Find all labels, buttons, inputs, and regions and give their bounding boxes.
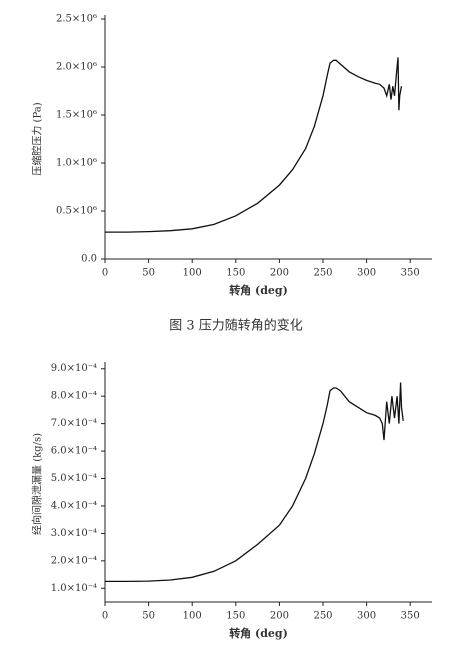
figure-caption: 图 3 压力随转角的变化 bbox=[169, 318, 303, 334]
y-tick-label: 2.0×10⁶ bbox=[56, 62, 97, 73]
x-tick-label: 250 bbox=[313, 611, 332, 622]
y-tick-label: 8.0×10⁻⁴ bbox=[51, 391, 97, 402]
y-axis-label: 经向间隙泄漏量 (kg/s) bbox=[31, 433, 44, 535]
y-tick-label: 1.0×10⁻⁴ bbox=[51, 583, 97, 594]
x-tick-label: 200 bbox=[270, 611, 289, 622]
x-tick-label: 0 bbox=[102, 268, 108, 279]
data-line bbox=[105, 57, 403, 233]
y-tick-label: 0.0 bbox=[81, 254, 97, 265]
x-axis-label: 转角 (deg) bbox=[229, 283, 288, 297]
x-tick-label: 150 bbox=[226, 611, 245, 622]
y-tick-label: 0.5×10⁶ bbox=[56, 206, 97, 217]
x-tick-label: 350 bbox=[401, 268, 420, 279]
x-tick-label: 200 bbox=[270, 268, 289, 279]
x-tick-label: 300 bbox=[357, 268, 376, 279]
x-tick-label: 350 bbox=[401, 611, 420, 622]
y-axis-label: 压缩腔压力 (Pa) bbox=[31, 102, 44, 175]
x-tick-label: 50 bbox=[142, 268, 155, 279]
x-tick-label: 100 bbox=[183, 611, 202, 622]
x-tick-label: 100 bbox=[183, 268, 202, 279]
y-tick-label: 1.5×10⁶ bbox=[56, 110, 97, 121]
x-tick-label: 250 bbox=[313, 268, 332, 279]
x-axis-label: 转角 (deg) bbox=[229, 626, 288, 640]
x-tick-label: 0 bbox=[102, 611, 108, 622]
y-tick-label: 2.0×10⁻⁴ bbox=[51, 555, 97, 566]
data-line bbox=[105, 382, 404, 583]
y-tick-label: 2.5×10⁶ bbox=[56, 14, 97, 25]
x-tick-label: 300 bbox=[357, 611, 376, 622]
x-tick-label: 50 bbox=[142, 611, 155, 622]
y-tick-label: 4.0×10⁻⁴ bbox=[51, 500, 97, 511]
y-tick-label: 1.0×10⁶ bbox=[56, 158, 97, 169]
y-tick-label: 7.0×10⁻⁴ bbox=[51, 418, 97, 429]
y-tick-label: 9.0×10⁻⁴ bbox=[51, 363, 97, 374]
y-tick-label: 3.0×10⁻⁴ bbox=[51, 528, 97, 539]
y-tick-label: 5.0×10⁻⁴ bbox=[51, 473, 97, 484]
y-tick-label: 6.0×10⁻⁴ bbox=[51, 446, 97, 457]
x-tick-label: 150 bbox=[226, 268, 245, 279]
